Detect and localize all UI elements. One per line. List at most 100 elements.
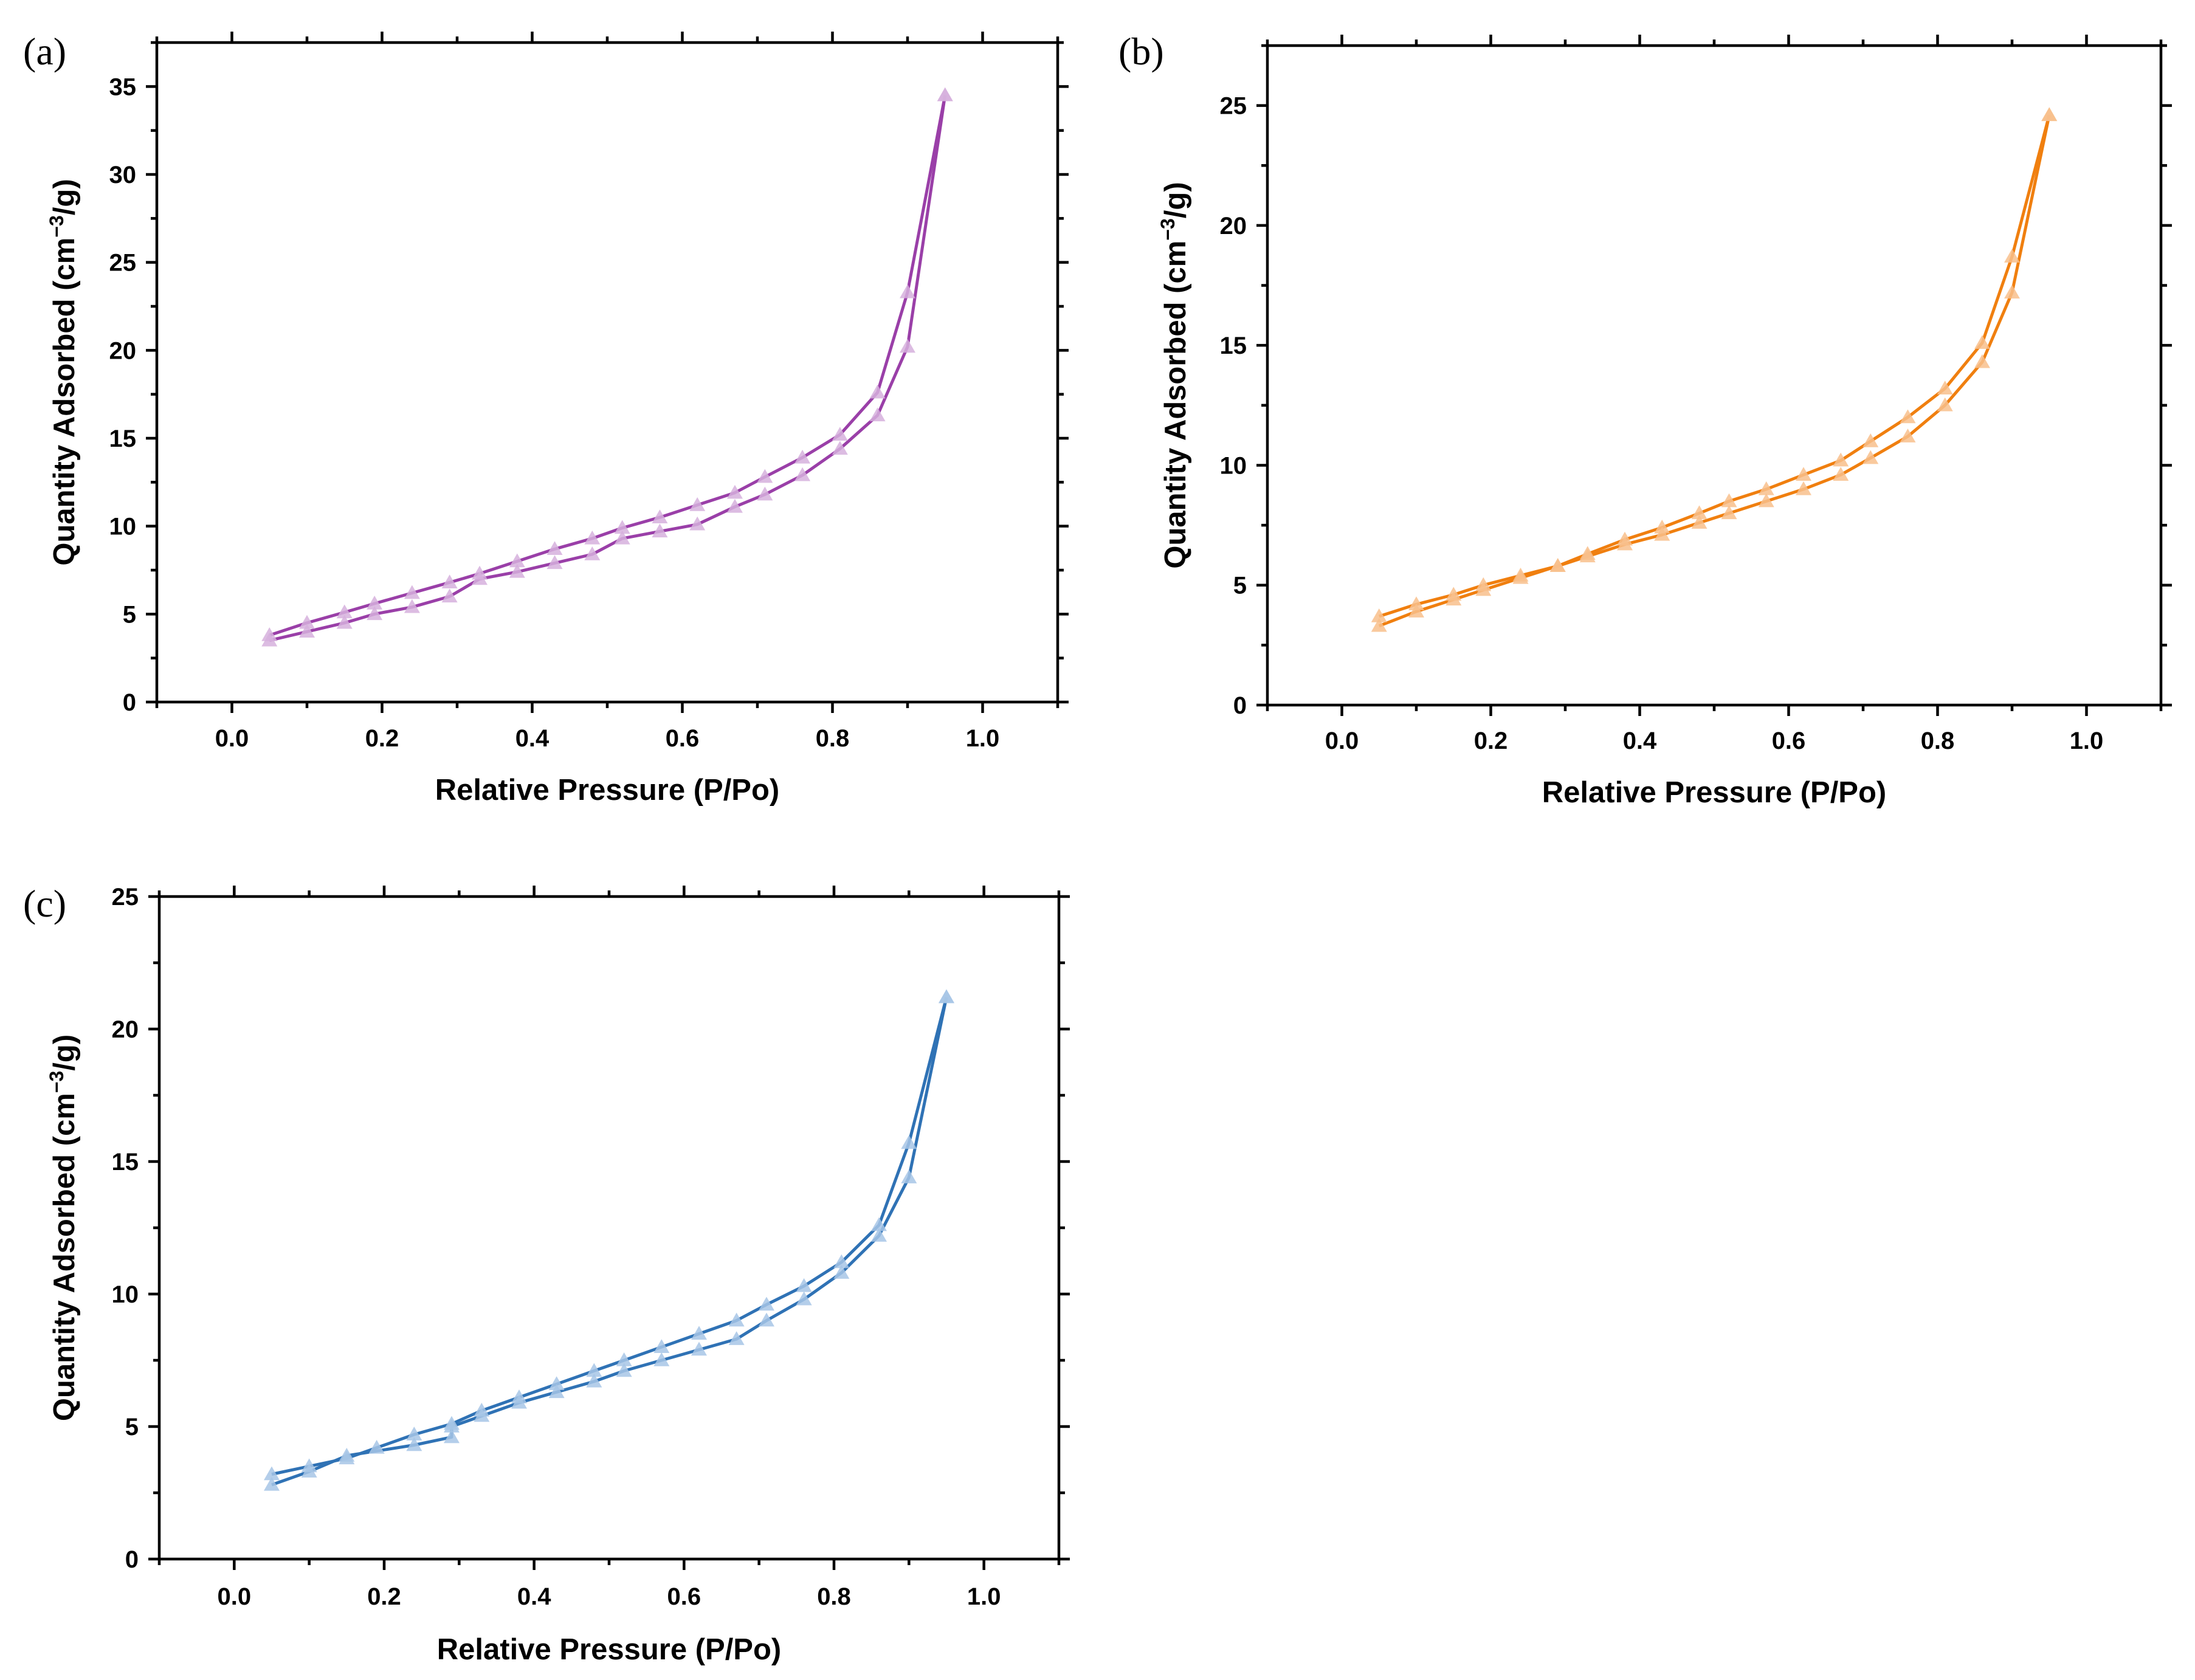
series-line-desorption bbox=[269, 95, 947, 637]
series-line-desorption bbox=[1379, 114, 2051, 618]
x-tick-label: 0.4 bbox=[515, 725, 550, 752]
data-point-desorption bbox=[1721, 493, 1737, 508]
data-point-desorption bbox=[832, 427, 848, 441]
y-axis-title-superscript: −3 bbox=[1157, 218, 1179, 240]
y-axis-title-main: Quantity Adsorbed (cm bbox=[1159, 241, 1192, 569]
data-point-adsorption bbox=[441, 588, 458, 603]
data-point-desorption bbox=[472, 565, 488, 580]
data-point-adsorption bbox=[726, 498, 743, 513]
data-point-desorption bbox=[299, 615, 315, 629]
data-point-desorption bbox=[1654, 520, 1670, 534]
data-point-desorption bbox=[614, 520, 630, 534]
y-tick-label: 30 bbox=[109, 162, 137, 188]
data-point-desorption bbox=[1974, 335, 1990, 349]
data-point-adsorption bbox=[2004, 284, 2020, 299]
data-point-desorption bbox=[584, 530, 601, 545]
data-point-adsorption bbox=[652, 523, 668, 538]
chart-panel-b: (b) 0.0 0.2 0.4 0.6 0.8 1.0 0 5 10 15 20 25 Relative … bbox=[1118, 30, 2172, 809]
x-tick-label: 0.4 bbox=[517, 1583, 551, 1610]
data-point-adsorption bbox=[1937, 397, 1953, 411]
data-point-desorption bbox=[548, 1376, 565, 1390]
data-point-desorption bbox=[1549, 558, 1566, 572]
data-point-desorption bbox=[1937, 380, 1953, 394]
y-tick-label: 10 bbox=[112, 1281, 139, 1308]
y-axis-title-unit: /g) bbox=[48, 1035, 81, 1071]
data-point-desorption bbox=[1796, 467, 1811, 481]
plot-frame bbox=[157, 895, 1061, 1561]
data-point-adsorption bbox=[1862, 450, 1879, 464]
data-point-adsorption bbox=[759, 1312, 774, 1327]
y-tick-label: 0 bbox=[1233, 692, 1247, 719]
x-tick-label: 1.0 bbox=[966, 725, 1000, 752]
panel-label: (b) bbox=[1118, 30, 1164, 73]
x-tick-label: 0.8 bbox=[816, 725, 850, 752]
data-point-adsorption bbox=[546, 555, 563, 570]
data-point-adsorption bbox=[728, 1331, 745, 1345]
data-point-desorption bbox=[1371, 608, 1387, 622]
y-axis-title-main: Quantity Adsorbed (cm bbox=[48, 1093, 81, 1421]
data-point-desorption bbox=[2041, 107, 2058, 122]
data-point-adsorption bbox=[299, 624, 315, 638]
data-point-desorption bbox=[757, 469, 773, 483]
data-point-desorption bbox=[1446, 587, 1462, 601]
y-tick-label: 20 bbox=[109, 337, 137, 364]
data-point-adsorption bbox=[367, 606, 383, 621]
data-point-adsorption bbox=[833, 1265, 850, 1279]
data-point-adsorption bbox=[871, 1228, 887, 1242]
data-point-adsorption bbox=[336, 615, 353, 629]
y-tick-label: 35 bbox=[109, 74, 137, 100]
data-point-desorption bbox=[759, 1296, 774, 1311]
x-tick-label: 0.0 bbox=[218, 1583, 252, 1610]
data-point-desorption bbox=[1833, 452, 1849, 467]
data-point-adsorption bbox=[796, 1291, 812, 1306]
x-tick-label: 1.0 bbox=[2070, 728, 2104, 754]
data-point-desorption bbox=[689, 497, 706, 511]
data-point-adsorption bbox=[794, 467, 811, 481]
data-point-desorption bbox=[301, 1458, 317, 1473]
data-point-desorption bbox=[833, 1254, 850, 1269]
data-point-adsorption bbox=[900, 339, 915, 353]
data-point-desorption bbox=[691, 1326, 707, 1340]
x-tick-label: 0.0 bbox=[215, 725, 249, 752]
x-axis-title: Relative Pressure (P/Po) bbox=[435, 774, 779, 807]
x-axis-title: Relative Pressure (P/Po) bbox=[437, 1633, 781, 1666]
x-tick-label: 0.2 bbox=[365, 725, 399, 752]
data-point-desorption bbox=[900, 284, 915, 298]
x-tick-label: 0.8 bbox=[817, 1583, 851, 1610]
data-point-desorption bbox=[546, 541, 563, 556]
data-point-desorption bbox=[1900, 409, 1916, 424]
data-point-adsorption bbox=[1758, 493, 1774, 508]
y-tick-label: 25 bbox=[112, 884, 139, 911]
data-point-adsorption bbox=[689, 516, 706, 531]
data-point-desorption bbox=[368, 1439, 385, 1454]
data-point-adsorption bbox=[614, 530, 630, 545]
x-tick-label: 1.0 bbox=[967, 1583, 1001, 1610]
data-point-desorption bbox=[474, 1402, 490, 1417]
data-point-desorption bbox=[444, 1416, 460, 1430]
data-point-desorption bbox=[441, 574, 458, 589]
data-point-adsorption bbox=[264, 1476, 280, 1491]
y-tick-label: 0 bbox=[125, 1546, 139, 1573]
data-point-desorption bbox=[367, 595, 383, 610]
panel-label: (a) bbox=[23, 30, 66, 73]
x-tick-label: 0.2 bbox=[367, 1583, 401, 1610]
data-point-desorption bbox=[509, 553, 525, 568]
y-tick-label: 5 bbox=[123, 601, 136, 628]
x-tick-label: 0.4 bbox=[1623, 728, 1657, 754]
data-point-desorption bbox=[796, 1278, 812, 1292]
series-line-desorption bbox=[271, 997, 948, 1476]
data-point-adsorption bbox=[1654, 526, 1670, 541]
data-point-desorption bbox=[339, 1450, 355, 1465]
y-axis-title-main: Quantity Adsorbed (cm bbox=[48, 238, 81, 566]
data-point-desorption bbox=[406, 1427, 422, 1441]
data-point-desorption bbox=[616, 1352, 632, 1366]
data-point-adsorption bbox=[691, 1341, 707, 1356]
data-point-desorption bbox=[264, 1466, 280, 1481]
y-tick-label: 25 bbox=[109, 250, 137, 277]
chart-panel-c: (c) 0.0 0.2 0.4 0.6 0.8 1.0 0 5 10 15 20 25 Relative … bbox=[23, 882, 1070, 1666]
data-point-adsorption bbox=[509, 563, 525, 578]
data-point-adsorption bbox=[901, 1169, 917, 1183]
data-point-adsorption bbox=[1796, 481, 1811, 495]
y-axis-title: Quantity Adsorbed (cm−3/g) bbox=[46, 1035, 81, 1421]
